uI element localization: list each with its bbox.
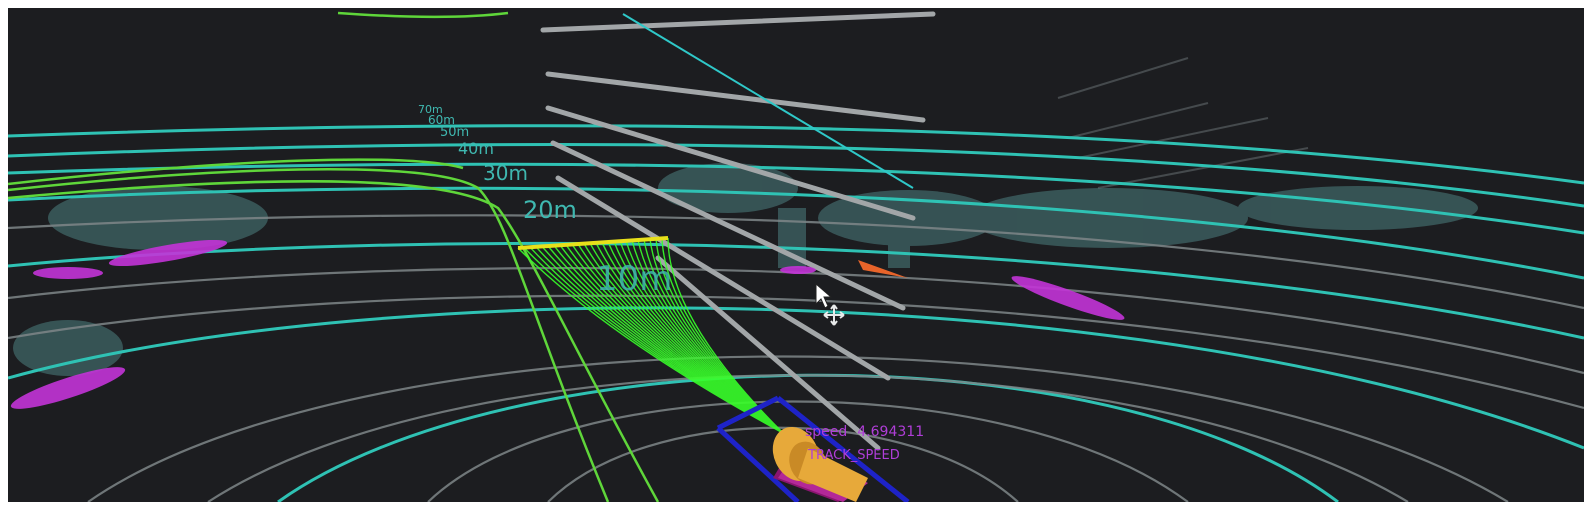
ring-label-10m: 10m — [596, 259, 672, 299]
trajectory-line — [667, 237, 784, 434]
goal-marker — [858, 260, 908, 278]
move-gizmo-icon[interactable] — [823, 304, 845, 326]
vehicle-box — [716, 395, 910, 502]
lidar-3d-viewport[interactable]: 70m 60m 50m 40m 30m 20m 10m speed 4.69431… — [8, 8, 1584, 502]
ring-label-20m: 20m — [523, 196, 577, 224]
ground-contours — [8, 214, 1584, 502]
lane-bars — [540, 11, 936, 451]
cyan-ray — [622, 13, 914, 189]
obstacle-points — [10, 239, 1125, 409]
ring-label-30m: 30m — [483, 161, 528, 185]
ring-label-50m: 50m — [440, 125, 469, 140]
trajectory-fan — [517, 237, 784, 434]
mouse-cursor-icon — [815, 282, 833, 309]
background-grid — [1057, 57, 1309, 189]
speed-label: speed 4.694311 — [805, 424, 924, 440]
ring-label-70m: 70m — [418, 103, 443, 116]
mode-label: TRACK_SPEED — [807, 448, 900, 463]
scene-canvas[interactable]: 70m 60m 50m 40m 30m 20m 10m speed 4.69431… — [8, 8, 1584, 502]
trajectory-fan-front — [517, 236, 669, 250]
vehicle — [772, 426, 868, 502]
ring-label-40m: 40m — [458, 139, 494, 158]
planned-path — [8, 11, 660, 502]
ring-label-60m: 60m — [428, 113, 455, 127]
